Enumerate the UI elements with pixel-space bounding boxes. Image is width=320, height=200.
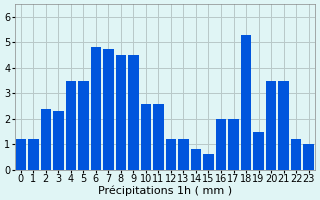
Bar (253, 132, 264, 170)
Bar (278, 81, 289, 170)
Bar (266, 81, 276, 170)
Bar (128, 55, 139, 170)
Bar (66, 81, 76, 170)
Bar (78, 81, 89, 170)
Bar (53, 111, 64, 170)
Bar (116, 55, 126, 170)
Bar (203, 154, 214, 170)
Bar (303, 144, 314, 170)
Bar (241, 35, 251, 170)
Bar (140, 104, 151, 170)
Bar (228, 119, 239, 170)
Bar (16, 139, 26, 170)
Bar (91, 47, 101, 170)
Bar (178, 139, 189, 170)
Bar (153, 104, 164, 170)
Bar (166, 139, 176, 170)
Bar (191, 149, 201, 170)
Bar (41, 109, 51, 170)
X-axis label: Précipitations 1h ( mm ): Précipitations 1h ( mm ) (98, 185, 232, 196)
Bar (103, 49, 114, 170)
Bar (28, 139, 39, 170)
Bar (216, 119, 226, 170)
Bar (291, 139, 301, 170)
